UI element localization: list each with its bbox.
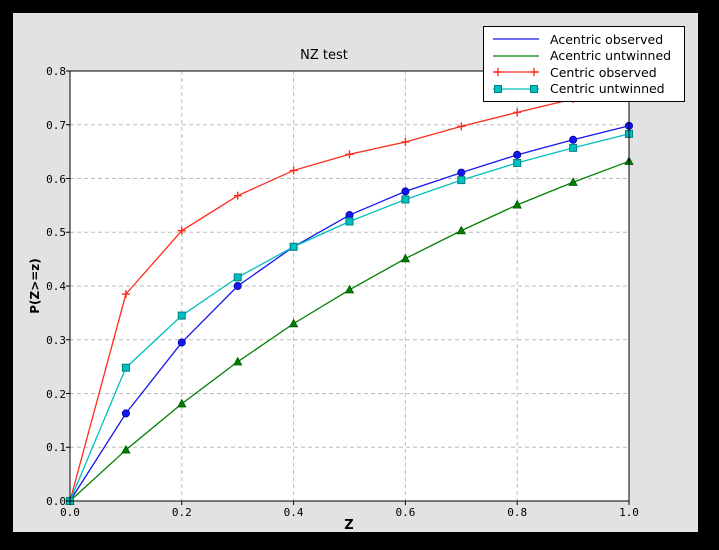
legend-label: Centric untwinned <box>550 81 665 97</box>
legend-circle-line-icon <box>493 38 539 40</box>
x-tick-label: 0.4 <box>283 506 304 519</box>
legend-item: Acentric observed <box>490 31 676 48</box>
y-tick-label: 0.3 <box>46 333 66 347</box>
legend-item: Acentric untwinned <box>490 48 676 65</box>
y-tick-label: 0.8 <box>46 65 66 78</box>
x-tick-label: 0.8 <box>507 506 528 519</box>
x-tick-label: 0.2 <box>171 506 192 519</box>
legend: Acentric observed Acentric untwinned Centr… <box>483 26 685 102</box>
y-tick-label: 0.4 <box>46 280 66 293</box>
y-tick-label: 0.6 <box>46 172 66 186</box>
y-tick-label: 0.1 <box>46 441 66 455</box>
y-tick-label: 0.5 <box>46 226 66 240</box>
chart-title: NZ test <box>300 48 348 63</box>
legend-item: Centric observed <box>490 64 676 81</box>
x-axis-label: Z <box>344 518 354 533</box>
legend-item: Centric untwinned <box>490 81 676 98</box>
legend-square-line-icon <box>493 84 539 93</box>
y-tick-label: 0.7 <box>46 118 66 132</box>
legend-label: Centric observed <box>550 64 657 80</box>
legend-plus-line-icon <box>493 68 539 77</box>
legend-triangle-line-icon <box>493 55 539 57</box>
y-tick-label: 0.2 <box>46 387 66 401</box>
x-tick-label: 0.6 <box>395 506 416 519</box>
y-tick-label: 0.0 <box>46 495 66 508</box>
x-tick-label: 1.0 <box>619 506 639 519</box>
legend-label: Acentric untwinned <box>550 48 672 64</box>
legend-label: Acentric observed <box>550 31 664 47</box>
x-tick-label: 0.0 <box>60 506 80 519</box>
